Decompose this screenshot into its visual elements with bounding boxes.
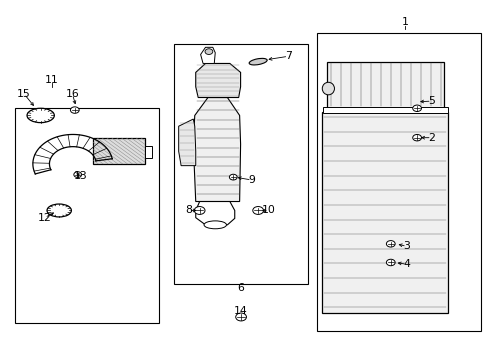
Text: 9: 9: [248, 175, 255, 185]
Text: 11: 11: [45, 75, 59, 85]
Bar: [144, 146, 152, 158]
Bar: [327, 62, 444, 108]
Ellipse shape: [203, 221, 226, 229]
Circle shape: [74, 172, 81, 177]
Ellipse shape: [249, 58, 266, 65]
Text: 7: 7: [285, 51, 291, 61]
Circle shape: [386, 259, 394, 266]
Circle shape: [229, 174, 237, 180]
Circle shape: [412, 134, 421, 141]
Text: 14: 14: [234, 306, 247, 316]
Text: 4: 4: [403, 259, 409, 269]
Text: 13: 13: [74, 171, 88, 181]
Text: 1: 1: [401, 17, 408, 27]
Polygon shape: [193, 98, 240, 202]
Text: 3: 3: [403, 241, 409, 251]
Bar: [15, 108, 159, 323]
Circle shape: [204, 49, 212, 54]
Circle shape: [386, 240, 394, 247]
Polygon shape: [195, 202, 234, 225]
Bar: [322, 107, 447, 113]
Text: 8: 8: [184, 206, 191, 216]
Circle shape: [412, 105, 421, 112]
Circle shape: [194, 207, 204, 215]
Text: 5: 5: [427, 96, 434, 106]
Circle shape: [70, 107, 79, 113]
Ellipse shape: [27, 108, 54, 123]
Ellipse shape: [322, 82, 334, 95]
Bar: [93, 138, 144, 164]
Text: 12: 12: [38, 213, 51, 222]
Text: 15: 15: [17, 89, 31, 99]
Polygon shape: [195, 63, 240, 98]
Text: 10: 10: [262, 206, 275, 216]
Circle shape: [235, 313, 246, 321]
Text: 6: 6: [237, 283, 244, 293]
Bar: [316, 33, 481, 330]
Circle shape: [252, 207, 263, 215]
Text: 16: 16: [65, 89, 79, 99]
Bar: [173, 44, 307, 284]
Bar: [321, 112, 447, 313]
Polygon shape: [178, 119, 195, 166]
Polygon shape: [200, 47, 215, 63]
Text: 2: 2: [427, 133, 434, 143]
Ellipse shape: [47, 204, 71, 217]
